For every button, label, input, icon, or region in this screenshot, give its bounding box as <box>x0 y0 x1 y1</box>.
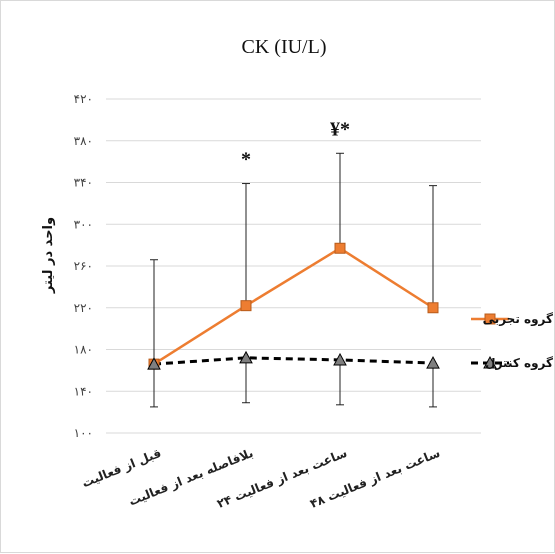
legend: گروه تجربی گروه کنترل <box>471 312 553 371</box>
error-bars <box>150 152 437 408</box>
marker-triangle <box>239 350 253 364</box>
grid-lines <box>106 98 481 434</box>
y-axis-label: واحد در لیتر <box>41 217 56 294</box>
marker-square <box>334 242 346 254</box>
y-tick-label: ۱۰۰ <box>74 426 93 440</box>
marker-square <box>427 302 439 314</box>
series-markers <box>147 242 440 370</box>
legend-label: گروه تجربی <box>483 312 553 327</box>
legend-label: گروه کنترل <box>485 356 553 371</box>
x-category-label: قبل از فعالیت <box>80 446 163 490</box>
series-lines <box>153 246 434 366</box>
marker-triangle <box>426 356 440 369</box>
y-tick-label: ۱۴۰ <box>74 384 93 398</box>
y-tick-label: ۳۸۰ <box>74 134 93 148</box>
series-line-2 <box>153 356 434 366</box>
y-tick-label: ۱۸۰ <box>74 343 93 357</box>
y-tick-label: ۲۲۰ <box>74 301 93 315</box>
y-tick-label: ۳۰۰ <box>74 217 93 231</box>
series-line-1 <box>153 246 434 366</box>
significance-annotations: * ¥* <box>241 118 350 170</box>
significance-mark: ¥* <box>330 118 350 140</box>
y-tick-labels: ۱۰۰ ۱۴۰ ۱۸۰ ۲۲۰ ۲۶۰ ۳۰۰ ۳۴۰ ۳۸۰ ۴۲۰ <box>74 92 93 440</box>
y-tick-label: ۳۴۰ <box>74 176 93 190</box>
legend-marker-square <box>484 313 496 325</box>
significance-mark: * <box>241 149 251 171</box>
chart-title: CK (IU/L) <box>242 36 327 58</box>
legend-marker-triangle <box>483 355 497 369</box>
y-tick-label: ۲۶۰ <box>74 259 93 273</box>
marker-triangle <box>333 352 347 366</box>
y-tick-label: ۴۲۰ <box>74 92 93 106</box>
marker-triangle <box>147 357 161 370</box>
marker-square <box>240 300 252 312</box>
